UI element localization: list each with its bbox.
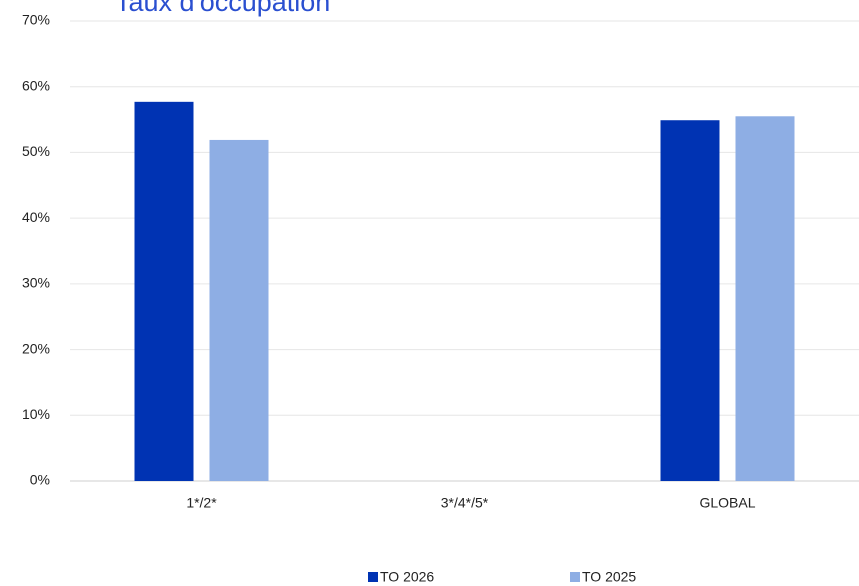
y-tick-label: 20%	[22, 340, 50, 356]
x-tick-label: 1*/2*	[186, 495, 217, 511]
legend-label: TO 2026	[380, 569, 434, 585]
y-tick-label: 0%	[30, 472, 50, 488]
y-tick-label: 70%	[22, 12, 50, 28]
bar	[660, 120, 720, 481]
bar	[134, 101, 194, 481]
legend-label: TO 2025	[582, 569, 636, 585]
y-tick-label: 50%	[22, 143, 50, 159]
y-tick-label: 30%	[22, 275, 50, 291]
y-tick-label: 10%	[22, 406, 50, 422]
x-tick-label: GLOBAL	[699, 495, 755, 511]
bar	[735, 116, 795, 482]
legend-swatch	[570, 572, 580, 582]
bar	[209, 139, 269, 481]
chart-title: Taux d'occupation	[115, 0, 330, 17]
legend-swatch	[368, 572, 378, 582]
x-tick-label: 3*/4*/5*	[441, 495, 489, 511]
y-tick-label: 60%	[22, 77, 50, 93]
y-tick-label: 40%	[22, 209, 50, 225]
